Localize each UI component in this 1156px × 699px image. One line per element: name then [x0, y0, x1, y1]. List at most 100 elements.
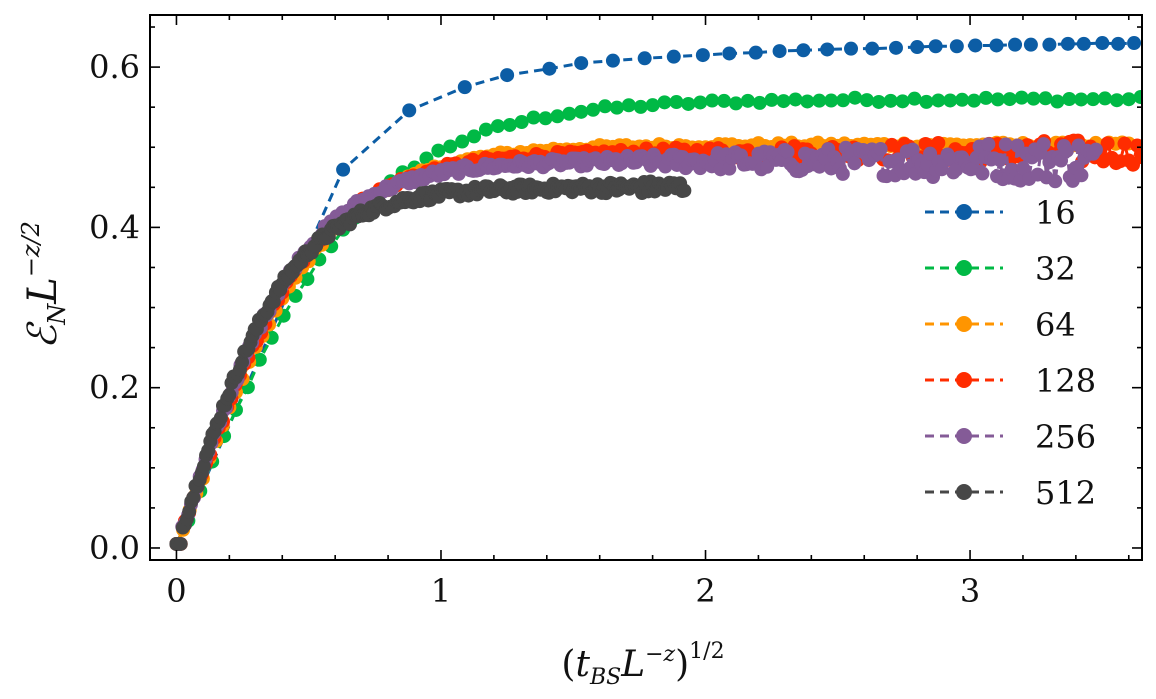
- data-point-32: [526, 110, 541, 125]
- x-axis-title-L: L: [620, 644, 645, 685]
- y-axis-title-E-sub: N: [43, 303, 71, 326]
- data-point-16: [605, 53, 620, 68]
- data-point-16: [722, 46, 737, 61]
- legend-item-64: 64: [925, 306, 1076, 344]
- y-axis-title-L-sup: −z/2: [17, 221, 45, 277]
- data-point-32: [514, 115, 529, 129]
- data-point-16: [666, 49, 681, 64]
- data-point-32: [538, 111, 553, 126]
- data-point-16: [402, 103, 417, 118]
- x-axis-title-L-sup: −z: [645, 642, 675, 667]
- data-point-16: [888, 40, 903, 55]
- data-point-32: [990, 92, 1005, 107]
- tick-labels: 0 1 2 3 0.0 0.2 0.4 0.6: [89, 48, 980, 610]
- data-point-32: [1002, 92, 1017, 107]
- data-point-16: [695, 48, 710, 63]
- series-line-256: [176, 141, 1098, 546]
- data-point-32: [776, 94, 791, 109]
- data-point-32: [978, 90, 993, 105]
- data-point-128: [1100, 136, 1115, 151]
- data-point-16: [748, 45, 763, 60]
- y-tick-label: 0.2: [89, 369, 140, 407]
- data-point-32: [717, 93, 732, 108]
- data-point-16: [457, 80, 472, 95]
- data-point-256: [1036, 137, 1051, 152]
- data-point-32: [1133, 89, 1142, 104]
- data-point-32: [752, 95, 767, 110]
- data-point-16: [910, 40, 925, 55]
- data-point-16: [772, 44, 787, 59]
- data-point-32: [455, 134, 470, 149]
- data-point-32: [740, 93, 755, 108]
- series-line-128: [176, 137, 1142, 546]
- data-point-32: [1086, 92, 1101, 107]
- data-point-16: [949, 39, 964, 54]
- ticks-layer: [150, 15, 1142, 560]
- data-point-256: [1074, 168, 1089, 183]
- data-point-16: [989, 38, 1004, 53]
- legend-marker: [956, 260, 972, 276]
- data-point-32: [919, 94, 934, 109]
- x-axis-title-t: t: [575, 644, 590, 685]
- data-point-32: [812, 93, 827, 108]
- data-point-256: [835, 166, 850, 181]
- series-32: [169, 89, 1142, 551]
- data-point-32: [705, 93, 720, 108]
- data-point-128: [931, 135, 946, 150]
- data-point-32: [931, 93, 946, 108]
- data-point-16: [336, 162, 351, 177]
- data-point-256: [975, 166, 990, 181]
- data-point-512: [173, 536, 188, 551]
- data-point-32: [621, 98, 636, 113]
- data-point-32: [836, 93, 851, 108]
- y-axis-title: ℰNL−z/2: [17, 221, 71, 349]
- data-point-512: [213, 410, 228, 425]
- data-point-32: [586, 102, 601, 117]
- data-point-32: [645, 98, 660, 113]
- data-point-128: [1117, 136, 1132, 151]
- data-point-32: [1074, 92, 1089, 107]
- data-point-256: [992, 153, 1007, 168]
- data-point-16: [574, 56, 589, 71]
- data-point-512: [186, 490, 201, 505]
- data-point-32: [490, 119, 505, 134]
- data-point-32: [657, 95, 672, 110]
- data-point-32: [1121, 92, 1136, 107]
- legend-item-256: 256: [925, 418, 1096, 456]
- data-point-16: [1095, 36, 1110, 51]
- data-point-512: [235, 355, 250, 370]
- x-tick-label: 1: [431, 572, 451, 610]
- data-point-32: [443, 139, 458, 154]
- data-point-16: [1111, 36, 1126, 51]
- data-point-32: [1014, 90, 1029, 105]
- data-point-16: [637, 51, 652, 66]
- data-point-256: [998, 137, 1013, 152]
- legend-label: 64: [1035, 306, 1076, 344]
- data-point-32: [1097, 91, 1112, 106]
- x-axis-title-close: ): [675, 644, 689, 685]
- data-point-16: [928, 39, 943, 54]
- data-point-16: [1076, 36, 1091, 51]
- data-point-32: [788, 92, 803, 107]
- legend-label: 16: [1035, 194, 1076, 232]
- data-point-32: [252, 352, 267, 367]
- data-point-256: [780, 144, 795, 159]
- data-point-512: [196, 459, 211, 474]
- data-point-32: [431, 143, 446, 158]
- data-point-32: [1109, 93, 1124, 108]
- y-tick-label: 0.6: [89, 48, 140, 86]
- data-point-128: [1134, 150, 1142, 165]
- data-point-16: [796, 43, 811, 58]
- legend-label: 32: [1035, 250, 1076, 288]
- data-point-32: [1050, 94, 1065, 109]
- data-point-32: [467, 129, 482, 144]
- data-point-256: [905, 142, 920, 157]
- y-tick-label: 0.4: [89, 208, 140, 246]
- data-point-32: [693, 95, 708, 110]
- data-point-32: [883, 93, 898, 108]
- data-point-32: [871, 94, 886, 109]
- data-point-32: [550, 109, 565, 124]
- data-point-32: [562, 106, 577, 121]
- x-tick-label: 2: [695, 572, 715, 610]
